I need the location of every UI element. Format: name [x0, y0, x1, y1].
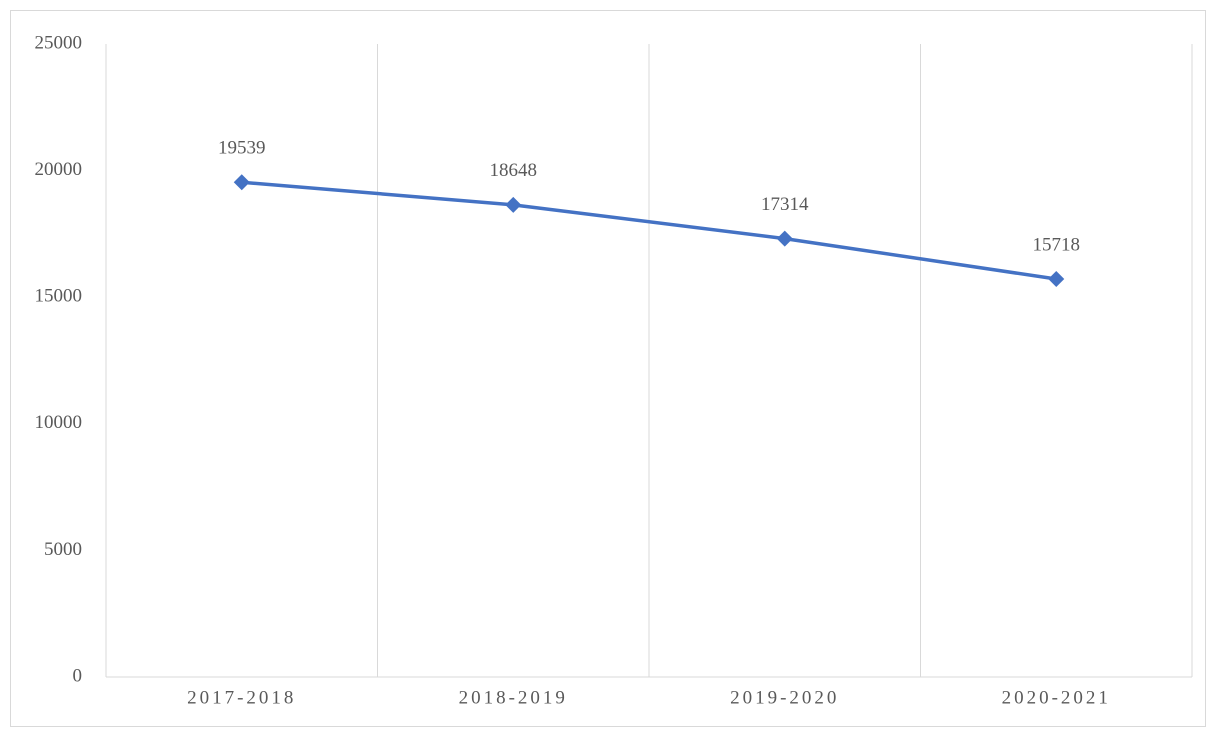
data-label: 19539	[218, 138, 266, 159]
y-tick-label: 10000	[35, 412, 83, 433]
data-label: 17314	[761, 194, 809, 215]
y-tick-label: 0	[73, 665, 83, 686]
x-tick-label: 2018-2019	[459, 687, 568, 708]
y-tick-label: 5000	[44, 539, 82, 560]
chart-frame	[10, 10, 1206, 727]
y-tick-label: 25000	[35, 32, 83, 53]
marker	[1048, 271, 1065, 288]
x-tick-label: 2019-2020	[730, 687, 839, 708]
y-tick-label: 15000	[35, 286, 83, 307]
data-label: 18648	[490, 160, 538, 181]
marker	[776, 230, 793, 247]
marker	[233, 174, 250, 191]
data-label: 15718	[1033, 234, 1081, 255]
x-tick-label: 2020-2021	[1002, 687, 1111, 708]
x-tick-label: 2017-2018	[187, 687, 296, 708]
line	[241, 180, 1057, 281]
y-tick-label: 20000	[35, 159, 83, 180]
marker	[505, 196, 522, 213]
